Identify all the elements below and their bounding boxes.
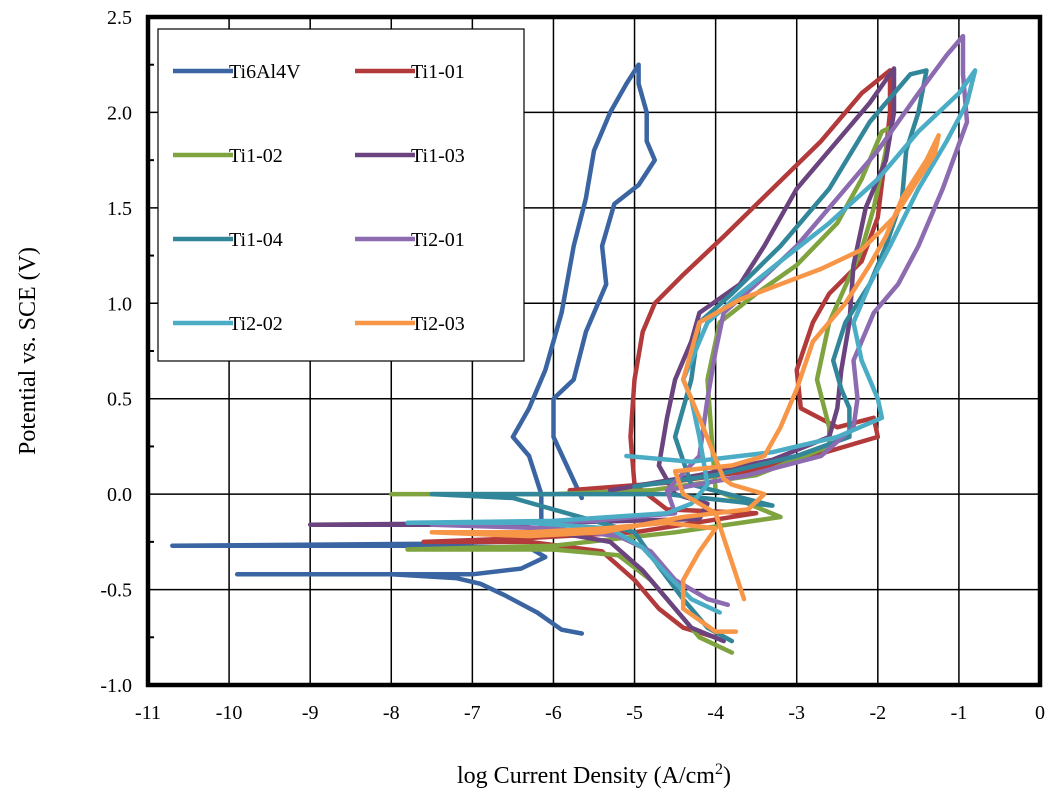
x-tick-label: -2 xyxy=(869,702,886,724)
x-axis: -11 -10 -9 -8 -7 -6 -5 -4 -3 -2 -1 0 xyxy=(135,702,1045,724)
legend: Ti6Al4V Ti1-01 Ti1-02 Ti1-03 Ti1-04 Ti2-01 Ti2… xyxy=(157,28,525,362)
x-tick-label: -4 xyxy=(707,702,724,724)
series-group xyxy=(170,33,978,655)
x-tick-label: -3 xyxy=(788,702,805,724)
x-tick-label: -10 xyxy=(216,702,243,724)
legend-label: Ti2-03 xyxy=(411,313,465,335)
x-tick-label: -1 xyxy=(951,702,968,724)
legend-label: Ti1-01 xyxy=(411,61,465,83)
y-tick-label: -1.0 xyxy=(100,675,132,697)
y-tick-label: 1.5 xyxy=(107,198,132,220)
y-axis: -1.0 -0.5 0.0 0.5 1.0 1.5 2.0 2.5 xyxy=(100,7,154,697)
x-tick-label: -7 xyxy=(464,702,481,724)
legend-label: Ti1-02 xyxy=(229,145,283,167)
legend-label: Ti2-02 xyxy=(229,313,283,335)
legend-label: Ti6Al4V xyxy=(229,61,301,83)
series-line-ti2-03 xyxy=(429,133,941,634)
legend-label: Ti2-01 xyxy=(411,229,465,251)
grid xyxy=(148,17,1040,685)
x-tick-label: -9 xyxy=(302,702,319,724)
legend-label: Ti1-04 xyxy=(229,229,283,251)
x-tick-label: -5 xyxy=(626,702,643,724)
series-line-ti1-04 xyxy=(429,68,929,644)
x-tick-label: -6 xyxy=(545,702,562,724)
y-tick-label: 0.5 xyxy=(107,389,132,411)
legend-box xyxy=(157,28,525,362)
x-axis-title-sup: 2 xyxy=(715,761,723,778)
x-axis-title: log Current Density (A/cm2) xyxy=(457,761,731,789)
series-line-ti1-01 xyxy=(421,68,893,640)
series-line-ti6al4v xyxy=(170,62,658,636)
y-tick-label: 0.0 xyxy=(107,484,132,506)
x-tick-label: -8 xyxy=(383,702,400,724)
x-tick-label: 0 xyxy=(1035,702,1045,724)
series-line-ti2-02 xyxy=(405,68,978,615)
x-axis-title-main: log Current Density (A/cm xyxy=(457,763,715,789)
y-tick-label: 1.0 xyxy=(107,293,132,315)
y-axis-title: Potential vs. SCE (V) xyxy=(15,247,41,455)
legend-label: Ti1-03 xyxy=(411,145,465,167)
series-line-ti1-02 xyxy=(389,125,893,655)
y-tick-label: -0.5 xyxy=(100,580,132,602)
x-tick-label: -11 xyxy=(135,702,161,724)
x-axis-title-tail: ) xyxy=(723,763,731,789)
y-tick-label: 2.0 xyxy=(107,102,132,124)
y-tick-label: 2.5 xyxy=(107,7,132,29)
